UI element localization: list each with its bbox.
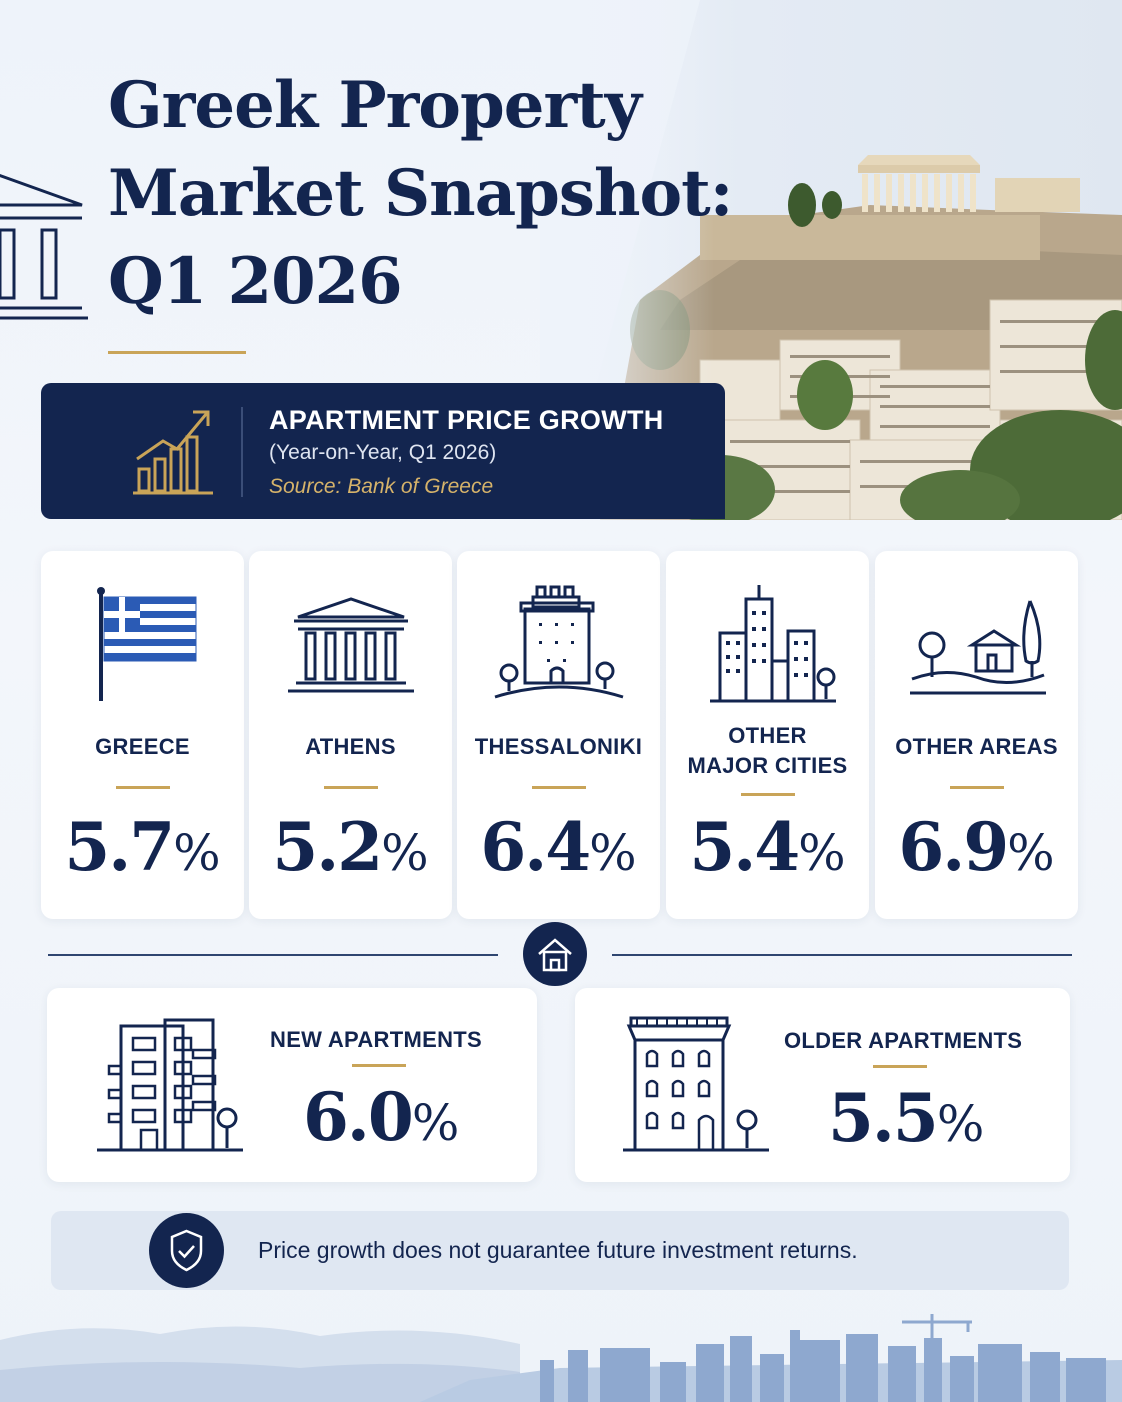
region-card-athens: ATHENS 5.2% <box>249 551 452 919</box>
older-apartments-label: OLDER APARTMENTS <box>784 1028 1023 1053</box>
region-card-greece: GREECE 5.7% <box>41 551 244 919</box>
temple-icon <box>249 595 452 715</box>
acropolis-hero-image <box>540 0 1122 520</box>
region-divider <box>740 793 795 796</box>
new-apartments-card: NEW APARTMENTS 6.0% <box>47 988 537 1182</box>
older-apartments-card: OLDER APARTMENTS 5.5% <box>575 988 1070 1182</box>
value-unit: % <box>936 1095 985 1153</box>
region-label-other-major-cities: OTHER MAJOR CITIES <box>666 721 869 781</box>
region-card-other-areas: OTHER AREAS 6.9% <box>875 551 1078 919</box>
shield-check-icon <box>149 1213 224 1288</box>
value-number: 6.0 <box>303 1078 414 1156</box>
region-label-athens: ATHENS <box>305 734 396 759</box>
region-value-other-major-cities: 5.4% <box>666 808 869 886</box>
section-divider-right <box>612 954 1072 956</box>
disclaimer-box: Price growth does not guarantee future i… <box>51 1211 1069 1290</box>
value-unit: % <box>798 824 846 882</box>
value-number: 5.7 <box>64 808 175 886</box>
region-value-thessaloniki: 6.4% <box>457 808 660 886</box>
region-label-other-areas: OTHER AREAS <box>895 734 1058 759</box>
region-card-thessaloniki: THESSALONIKI 6.4% <box>457 551 660 919</box>
label-line-1: OTHER <box>728 723 807 748</box>
title-line-3: Q1 2026 <box>108 244 403 319</box>
banner-subtitle: (Year-on-Year, Q1 2026) <box>269 441 497 464</box>
region-value-greece: 5.7% <box>41 808 244 886</box>
temple-outline-icon <box>0 160 90 330</box>
disclaimer-text: Price growth does not guarantee future i… <box>258 1237 858 1263</box>
banner-source: Source: Bank of Greece <box>269 475 494 498</box>
page-title: Greek Property Market Snapshot: Q1 2026 <box>108 62 733 326</box>
price-growth-banner: APARTMENT PRICE GROWTH (Year-on-Year, Q1… <box>41 383 725 519</box>
title-line-1: Greek Property <box>108 68 642 143</box>
value-unit: % <box>381 824 429 882</box>
banner-title: APARTMENT PRICE GROWTH <box>269 405 664 435</box>
growth-chart-icon <box>133 407 215 500</box>
region-card-other-major-cities: OTHER MAJOR CITIES 5.4% <box>666 551 869 919</box>
region-divider <box>949 786 1004 789</box>
region-divider <box>115 786 170 789</box>
home-icon <box>523 922 587 986</box>
white-tower-icon <box>457 581 660 701</box>
value-unit: % <box>173 824 221 882</box>
value-number: 6.4 <box>480 808 591 886</box>
countryside-house-icon <box>875 597 1078 717</box>
value-number: 5.5 <box>828 1079 939 1157</box>
modern-apartment-icon <box>95 1018 245 1158</box>
title-underline <box>108 351 246 354</box>
title-line-2: Market Snapshot: <box>108 156 733 231</box>
banner-divider <box>241 407 243 497</box>
value-unit: % <box>589 824 637 882</box>
new-apartments-value: 6.0% <box>303 1078 459 1156</box>
city-buildings-icon <box>666 583 869 703</box>
skyline-illustration <box>0 1300 1122 1402</box>
region-label-greece: GREECE <box>95 734 190 759</box>
value-unit: % <box>1007 824 1055 882</box>
new-apartments-label: NEW APARTMENTS <box>270 1027 482 1052</box>
label-line-2: MAJOR CITIES <box>687 753 848 778</box>
value-unit: % <box>411 1094 460 1152</box>
type-divider <box>352 1064 406 1067</box>
greek-flag-icon <box>41 585 244 705</box>
region-label-thessaloniki: THESSALONIKI <box>474 734 643 759</box>
region-value-other-areas: 6.9% <box>875 808 1078 886</box>
region-divider <box>323 786 378 789</box>
section-divider-left <box>48 954 498 956</box>
classic-apartment-icon <box>621 1016 771 1159</box>
region-value-athens: 5.2% <box>249 808 452 886</box>
value-number: 5.4 <box>689 808 800 886</box>
value-number: 5.2 <box>272 808 383 886</box>
region-divider <box>531 786 586 789</box>
older-apartments-value: 5.5% <box>828 1079 984 1157</box>
type-divider <box>873 1065 927 1068</box>
value-number: 6.9 <box>898 808 1009 886</box>
